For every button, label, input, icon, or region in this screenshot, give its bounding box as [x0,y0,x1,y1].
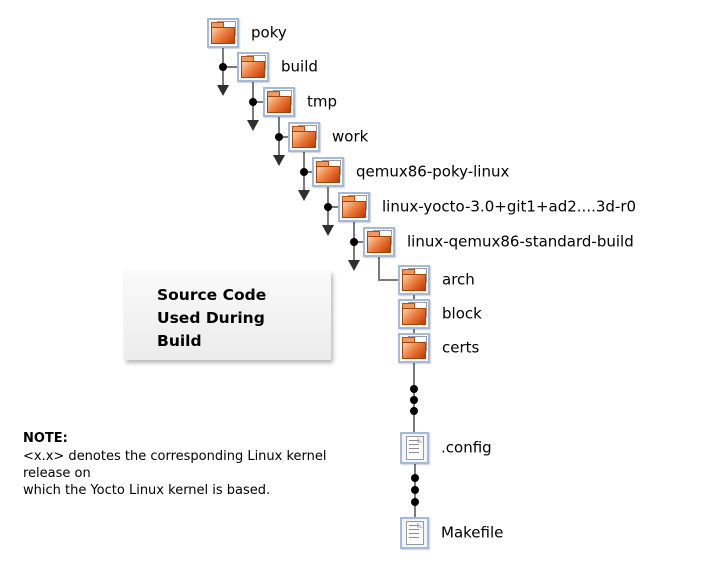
folder-icon-part [402,337,415,344]
folder-icon-part [316,166,340,183]
folder-icon [263,87,295,117]
folder-icon-part [402,303,415,310]
folder-icon-part [402,308,426,325]
folder-icon-part [402,274,426,291]
note: NOTE: <x.x> denotes the corresponding Li… [23,430,378,499]
folder-icon-part [367,236,391,253]
folder-icon [338,192,370,222]
tree-connector-dot [410,385,418,393]
tree-connector-line [413,329,415,333]
folder-icon [363,227,395,257]
tree-connector-line [378,257,380,280]
folder-icon-part [211,22,224,29]
tree-connector-line [354,241,363,243]
tree-node-label: certs [442,338,480,357]
file-icon [400,517,429,549]
tree-node-label: block [442,304,482,323]
folder-icon-part [241,61,265,78]
tree-connector-line [413,295,415,299]
folder-icon [312,157,344,187]
tree-node-label: qemux86-poky-linux [356,162,510,181]
folder-icon-part [402,269,415,276]
tree-connector-dot [410,498,419,506]
folder-icon-part [292,131,316,148]
tree-connector-dot [219,63,227,71]
folder-icon-part [292,126,305,133]
folder-icon-part [267,96,291,113]
tree-connector-line [378,279,398,281]
tree-node-label: tmp [307,92,338,111]
callout-line: Used During [157,309,265,327]
tree-node-label: poky [251,23,287,42]
folder-icon [207,18,239,48]
folder-icon-part [316,161,329,168]
tree-node-label: .config [441,438,492,457]
note-heading: NOTE: [23,431,68,446]
folder-icon-part [342,196,355,203]
source-code-callout: Source Code Used During Build [124,271,331,360]
folder-icon [237,52,269,82]
tree-connector-line [223,66,237,68]
callout-line: Source Code [157,286,267,304]
branch-arrow-icon [247,120,259,131]
tree-node-label: Makefile [441,523,504,542]
branch-arrow-icon [298,190,310,201]
tree-connector-dot [275,133,283,141]
tree-connector-dot [410,396,418,404]
tree-connector-dot [410,407,418,415]
tree-node-label: linux-qemux86-standard-build [407,232,634,251]
branch-arrow-icon [273,155,285,166]
folder-icon [398,299,430,329]
tree-connector-dot [324,203,332,211]
tree-connector-dot [410,486,419,494]
tree-node-label: build [281,57,318,76]
folder-icon-part [241,56,254,63]
folder-icon [288,122,320,152]
file-icon [400,432,429,464]
folder-icon [398,265,430,295]
folder-icon-part [367,231,380,238]
tree-node-label: arch [442,270,475,289]
note-line: which the Yocto Linux kernel is based. [23,483,271,498]
tree-connector-line [253,101,263,103]
tree-connector-dot [300,168,308,176]
tree-node-label: linux-yocto-3.0+git1+ad2....3d-r0 [382,197,637,216]
branch-arrow-icon [217,85,229,96]
folder-icon-part [267,91,280,98]
folder-icon [398,333,430,363]
folder-icon-part [402,342,426,359]
tree-connector-line [328,206,338,208]
tree-connector-line [279,136,288,138]
note-line: <x.x> denotes the corresponding Linux ke… [23,449,327,481]
branch-arrow-icon [322,225,334,236]
folder-icon-part [342,201,366,218]
branch-arrow-icon [348,260,360,271]
tree-connector-line [304,171,312,173]
document-icon [406,521,424,545]
document-icon [406,436,424,460]
tree-connector-dot [350,238,358,246]
tree-node-label: work [332,127,369,146]
tree-connector-dot [249,98,257,106]
folder-icon-part [211,27,235,44]
tree-connector-dot [410,474,419,482]
callout-line: Build [157,332,202,350]
